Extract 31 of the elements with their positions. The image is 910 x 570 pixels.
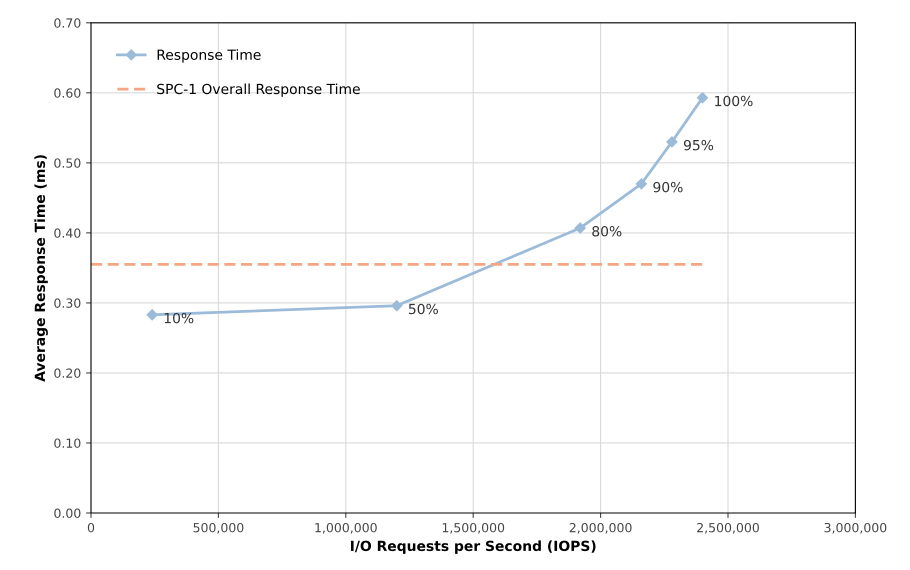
y-tick-label: 0.30 [54,298,80,308]
x-tick-label: 1,000,000 [315,522,377,534]
x-tick-label: 1,500,000 [442,522,504,534]
y-tick-label: 0.70 [54,18,80,28]
x-axis-title: I/O Requests per Second (IOPS) [350,540,596,554]
y-axis-title: Average Response Time (ms) [34,155,48,382]
legend-label: Response Time [158,49,261,63]
annotation: 100% [715,96,753,106]
y-tick-label: 0.50 [54,158,80,168]
x-tick-label: 500,000 [194,522,244,534]
point [146,309,158,320]
x-tick-label: 2,000,000 [570,522,632,534]
x-tick-label: 2,500,000 [697,522,759,534]
point [391,300,402,312]
y-tick-label: 0.00 [54,508,80,518]
annotation: 10% [164,312,194,324]
y-tick-label: 0.60 [54,88,80,98]
point [666,136,678,148]
annotation: 90% [653,182,683,192]
annotation: 50% [408,304,438,314]
point [696,92,708,104]
legend-label: SPC-1 Overall Response Time [157,83,360,97]
y-tick-label: 0.10 [54,438,80,448]
annotation: 80% [592,226,622,237]
point [636,178,647,190]
y-tick-label: 0.40 [54,228,80,238]
x-tick-label: 3,000,000 [824,522,886,534]
point [574,222,586,234]
annotation: 95% [684,140,714,150]
x-tick-label: 0 [88,522,94,532]
y-tick-label: 0.20 [54,368,80,378]
